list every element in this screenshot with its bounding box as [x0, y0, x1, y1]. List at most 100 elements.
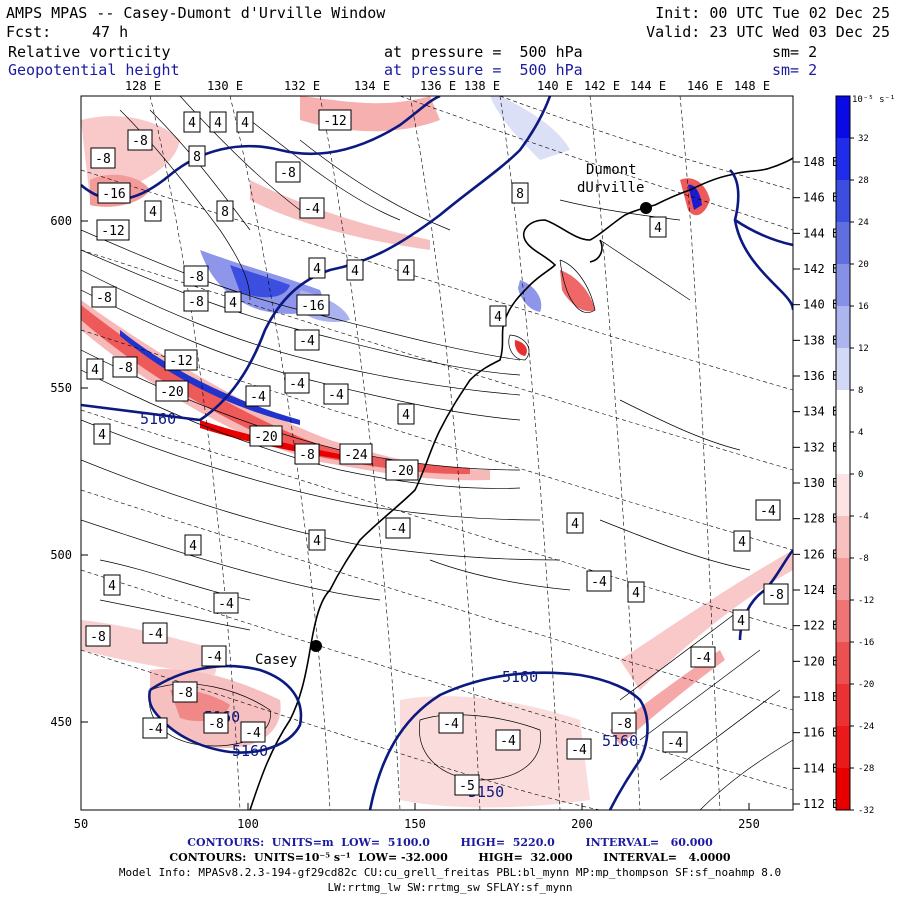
vorticity-label-box — [172, 681, 198, 703]
field2-smoothing: sm= 2 — [772, 61, 818, 79]
vorticity-label: -4 — [571, 743, 587, 758]
vorticity-contour-info: CONTOURS: UNITS=10⁻⁵ s⁻¹ LOW= -32.000 HI… — [169, 851, 731, 864]
vorticity-label-box — [566, 512, 584, 534]
right-lon-label: 146 E — [803, 191, 839, 205]
vorticity-label-box — [240, 721, 266, 743]
left-tick-550: 550 — [50, 381, 72, 395]
vorticity-label: -4 — [695, 651, 711, 666]
colorbar-label: 12 — [858, 344, 869, 354]
right-lon-label: 130 E — [803, 476, 839, 490]
top-lon-label: 142 E — [584, 79, 620, 93]
radiation-info: LW:rrtmg_lw SW:rrtmg_sw SFLAY:sf_mynn — [327, 881, 573, 894]
right-lon-label: 148 E — [803, 155, 839, 169]
colorbar-swatch — [836, 726, 850, 769]
vorticity-label: 4 — [214, 116, 222, 131]
vorticity-label-box — [144, 200, 162, 222]
vorticity-label: 4 — [91, 363, 99, 378]
vorticity-label-box — [294, 443, 320, 465]
right-lon-label: 118 E — [803, 690, 839, 704]
vorticity-label-box — [454, 774, 480, 796]
height-label: 5160 — [602, 732, 638, 750]
colorbar-swatch — [836, 180, 850, 223]
vorticity-label-box — [397, 403, 415, 425]
vorticity-label-box — [511, 182, 529, 204]
colorbar-swatch — [836, 222, 850, 265]
plot-border — [80, 95, 794, 811]
vorticity-label: -8 — [117, 361, 133, 376]
vorticity-label: -8 — [177, 686, 193, 701]
model-info: Model Info: MPASv8.2.3-194-gf29cd82c CU:… — [118, 866, 782, 879]
vorticity-label: -24 — [344, 448, 368, 463]
vorticity-label-box — [85, 625, 111, 647]
vorticity-label: 4 — [632, 586, 640, 601]
vorticity-label: -4 — [328, 388, 344, 403]
vorticity-label-box — [627, 581, 645, 603]
colorbar-swatch — [836, 138, 850, 181]
left-tick-450: 450 — [50, 715, 72, 729]
colorbar-label: -24 — [858, 722, 874, 732]
forecast-label: Fcst: — [6, 23, 52, 41]
vorticity-label-box — [103, 574, 121, 596]
vorticity-label-box — [224, 291, 242, 313]
vorticity-label-box — [318, 109, 352, 131]
vorticity-label: 4 — [241, 116, 249, 131]
vorticity-label: 4 — [654, 221, 662, 236]
vorticity-label: -4 — [289, 377, 305, 392]
vorticity-label: 4 — [149, 205, 157, 220]
vorticity-label: 4 — [98, 428, 106, 443]
right-lon-label: 140 E — [803, 298, 839, 312]
colorbar-label: 4 — [858, 428, 863, 438]
field1-pressure: at pressure = 500 hPa — [384, 43, 583, 61]
vorticity-label: -8 — [188, 270, 204, 285]
vorticity-label-box — [662, 731, 688, 753]
colorbar-swatch — [836, 264, 850, 307]
vorticity-label: 8 — [516, 187, 524, 202]
vorticity-label-box — [97, 182, 131, 204]
top-lon-label: 140 E — [537, 79, 573, 93]
vorticity-label: -4 — [218, 597, 234, 612]
top-lon-label: 138 E — [464, 79, 500, 93]
right-lon-label: 126 E — [803, 547, 839, 561]
vorticity-label: -8 — [96, 291, 112, 306]
vorticity-label-box — [275, 161, 301, 183]
vorticity-label: -4 — [390, 522, 406, 537]
vorticity-label-box — [308, 257, 326, 279]
vorticity-label-box — [755, 499, 781, 521]
vorticity-label-box — [213, 592, 239, 614]
colorbar-swatch — [836, 516, 850, 559]
top-lon-label: 144 E — [630, 79, 666, 93]
dumont-durville-station-marker — [640, 202, 652, 214]
right-lon-label: 112 E — [803, 797, 839, 811]
vorticity-label: -12 — [169, 354, 192, 369]
casey-station-label: Casey — [255, 652, 297, 668]
vorticity-label: -4 — [206, 650, 222, 665]
vorticity-label: -4 — [443, 717, 459, 732]
vorticity-label-box — [586, 570, 612, 592]
forecast-hour: 47 h — [92, 23, 129, 41]
colorbar-label: -16 — [858, 638, 874, 648]
left-tick-600: 600 — [50, 214, 72, 228]
field1-smoothing: sm= 2 — [772, 43, 818, 61]
left-tick-500: 500 — [50, 548, 72, 562]
vorticity-label: -8 — [299, 448, 315, 463]
colorbar-swatch — [836, 642, 850, 685]
right-lon-label: 124 E — [803, 583, 839, 597]
stations: Casey Dumont dUrville — [255, 162, 652, 668]
vorticity-label: 4 — [189, 539, 197, 554]
vorticity-label: -4 — [245, 726, 261, 741]
vorticity-label: 4 — [188, 116, 196, 131]
right-lon-label: 120 E — [803, 654, 839, 668]
vorticity-label-box — [690, 646, 716, 668]
height-label: 5160 — [232, 742, 268, 760]
vorticity-label-box — [566, 738, 592, 760]
colorbar-label: -8 — [858, 554, 869, 564]
colorbar-label: 8 — [858, 386, 863, 396]
vorticity-label-box — [112, 356, 138, 378]
vorticity-label: 4 — [229, 296, 237, 311]
vorticity-label: -8 — [280, 166, 296, 181]
vorticity-label-box — [649, 216, 667, 238]
vorticity-contours — [81, 96, 793, 810]
right-lon-label: 114 E — [803, 761, 839, 775]
vorticity-label: -4 — [250, 390, 266, 405]
